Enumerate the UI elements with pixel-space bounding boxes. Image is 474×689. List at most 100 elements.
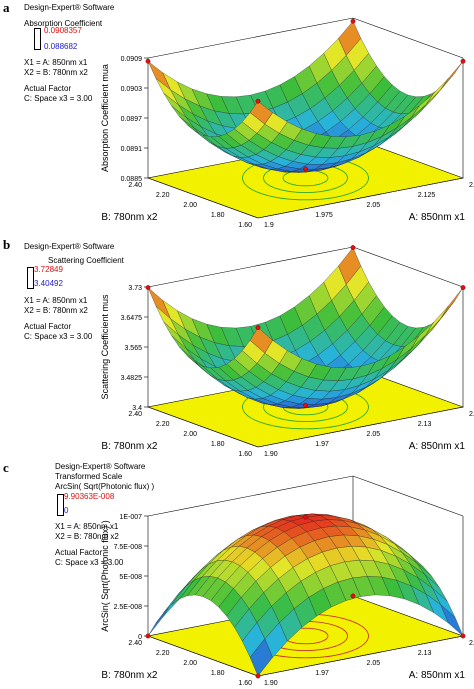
x1-def: X1 = A: 850nm x1 xyxy=(24,296,88,305)
x-tick-label: 1.90 xyxy=(264,680,278,687)
design-point xyxy=(145,285,151,290)
y-tick-label: 1.60 xyxy=(238,451,252,458)
range-box xyxy=(57,494,64,516)
surface-patch xyxy=(440,287,464,319)
surface-patch xyxy=(249,100,273,125)
y-tick-label: 1.80 xyxy=(211,212,225,219)
surface-patch xyxy=(425,78,449,105)
design-point xyxy=(350,593,356,599)
y-tick-label: 2.40 xyxy=(128,411,142,418)
factor-c: C: Space x3 = 3.00 xyxy=(55,558,124,567)
box-edge xyxy=(257,177,464,219)
design-point xyxy=(145,58,151,64)
range-min: 0 xyxy=(64,506,69,515)
surface-plot-b: 3.4 3.4825 3.565 3.6475 3.73 Scattering Coeff… xyxy=(100,245,474,458)
z-tick-label: 3.4 xyxy=(132,405,142,412)
z-tick-label: 0.0897 xyxy=(121,116,143,123)
y-tick-label: 2.20 xyxy=(156,192,170,199)
software-name: Design-Expert® Software xyxy=(55,462,146,471)
response-name: Absorption Coefficient xyxy=(24,19,103,28)
box-edge xyxy=(147,406,259,448)
x-axis-label: A: 850nm x1 xyxy=(409,212,466,223)
box-edge xyxy=(257,635,464,677)
x1-def: X1 = A: 850nm x1 xyxy=(24,58,88,67)
y-tick-label: 2.20 xyxy=(156,421,170,428)
software-name: Design-Expert® Software xyxy=(24,3,115,12)
design-point xyxy=(255,98,261,104)
z-tick-label: 3.6475 xyxy=(121,315,143,322)
design-point xyxy=(460,633,466,639)
design-point xyxy=(460,285,466,290)
factor-info: X1 = A: 850nm x1 X2 = B: 780nm x2 Actual… xyxy=(24,58,92,104)
z-tick-label: 2.5E-008 xyxy=(114,604,143,611)
z-axis-label: Absorption Coefficient mua xyxy=(100,64,110,172)
scale-note: Transformed Scale xyxy=(55,472,123,481)
z-tick-label: 0.0891 xyxy=(121,146,143,153)
design-point xyxy=(460,58,466,64)
z-tick-label: 3.73 xyxy=(128,285,142,292)
z-tick-label: 0.0903 xyxy=(121,86,143,93)
x-tick-label: 2.20 xyxy=(469,411,474,418)
surface-plot-a: 0.0885 0.0891 0.0897 0.0903 0.0909 Absorption… xyxy=(100,17,474,229)
factor-info: X1 = A: 850nm x1 X2 = B: 780nm x2 Actual… xyxy=(55,522,123,568)
actual-factor: Actual Factor xyxy=(24,322,72,331)
x-tick-label: 2.125 xyxy=(418,192,436,199)
design-point xyxy=(145,633,151,639)
range-max: 0.0908357 xyxy=(44,26,82,35)
x-tick-label: 2.13 xyxy=(418,421,432,428)
x2-def: X2 = B: 780nm x2 xyxy=(55,532,119,541)
range-min: 3.40492 xyxy=(34,279,63,288)
y-tick-label: 2.00 xyxy=(183,202,197,209)
actual-factor: Actual Factor xyxy=(24,84,72,93)
design-point xyxy=(255,325,261,330)
panel-label: a xyxy=(3,0,10,15)
range-max: 3.72849 xyxy=(34,265,63,274)
box-edge xyxy=(147,177,259,219)
y-tick-label: 2.00 xyxy=(183,660,197,667)
z-tick-label: 1E-007 xyxy=(119,514,142,521)
design-info: Design-Expert® Software Absorption Coeff… xyxy=(24,3,114,29)
panel-label: b xyxy=(3,237,11,252)
design-point xyxy=(303,514,308,520)
x-tick-label: 1.97 xyxy=(315,670,329,677)
surface-patch xyxy=(163,585,187,613)
design-point xyxy=(303,402,308,408)
response-name: ArcSin( Sqrt(Photonic flux) ) xyxy=(55,482,155,491)
design-point xyxy=(303,166,308,172)
panel-b: b Design-Expert® Software Scattering Coe… xyxy=(0,229,474,458)
design-point xyxy=(350,245,356,250)
factor-c: C: Space x3 = 3.00 xyxy=(24,94,93,103)
z-axis-label: Scattering Coefficient mus xyxy=(100,294,110,399)
box-edge xyxy=(147,635,259,677)
x2-def: X2 = B: 780nm x2 xyxy=(24,306,88,315)
x-tick-label: 2.05 xyxy=(367,202,381,209)
surface-plot-c: 0 2.5E-008 5E-008 7.5E-008 1E-007 ArcSin( Sqr… xyxy=(100,475,474,687)
design-point xyxy=(350,18,356,24)
x-axis-label: A: 850nm x1 xyxy=(409,670,466,681)
box-edge xyxy=(147,246,464,288)
y-tick-label: 2.40 xyxy=(128,640,142,647)
z-axis-label: ArcSin( Sqrt(Photonic flux) ) xyxy=(100,520,110,632)
factor-c: C: Space x3 = 3.00 xyxy=(24,332,93,341)
x-tick-label: 2.20 xyxy=(469,640,474,647)
y-tick-label: 2.20 xyxy=(156,650,170,657)
y-axis-label: B: 780nm x2 xyxy=(101,212,158,223)
response-name: Scattering Coefficient xyxy=(48,256,124,265)
y-tick-label: 2.40 xyxy=(128,182,142,189)
surface-patch xyxy=(249,638,273,677)
z-tick-label: 7.5E-008 xyxy=(114,544,143,551)
x-tick-label: 1.97 xyxy=(315,441,329,448)
surface-patch xyxy=(249,327,273,354)
actual-factor: Actual Factor xyxy=(55,548,103,557)
range-max: 9.90363E-008 xyxy=(64,492,115,501)
surface-patch xyxy=(425,305,449,335)
surface-patch xyxy=(440,61,464,90)
box-edge xyxy=(257,406,464,448)
x2-def: X2 = B: 780nm x2 xyxy=(24,68,88,77)
x-tick-label: 1.90 xyxy=(264,451,278,458)
surface-patch xyxy=(147,287,171,319)
z-tick-label: 0.0885 xyxy=(121,176,143,183)
y-tick-label: 1.80 xyxy=(211,670,225,677)
x1-def: X1 = A: 850nm x1 xyxy=(55,522,119,531)
y-axis-label: B: 780nm x2 xyxy=(101,670,158,681)
